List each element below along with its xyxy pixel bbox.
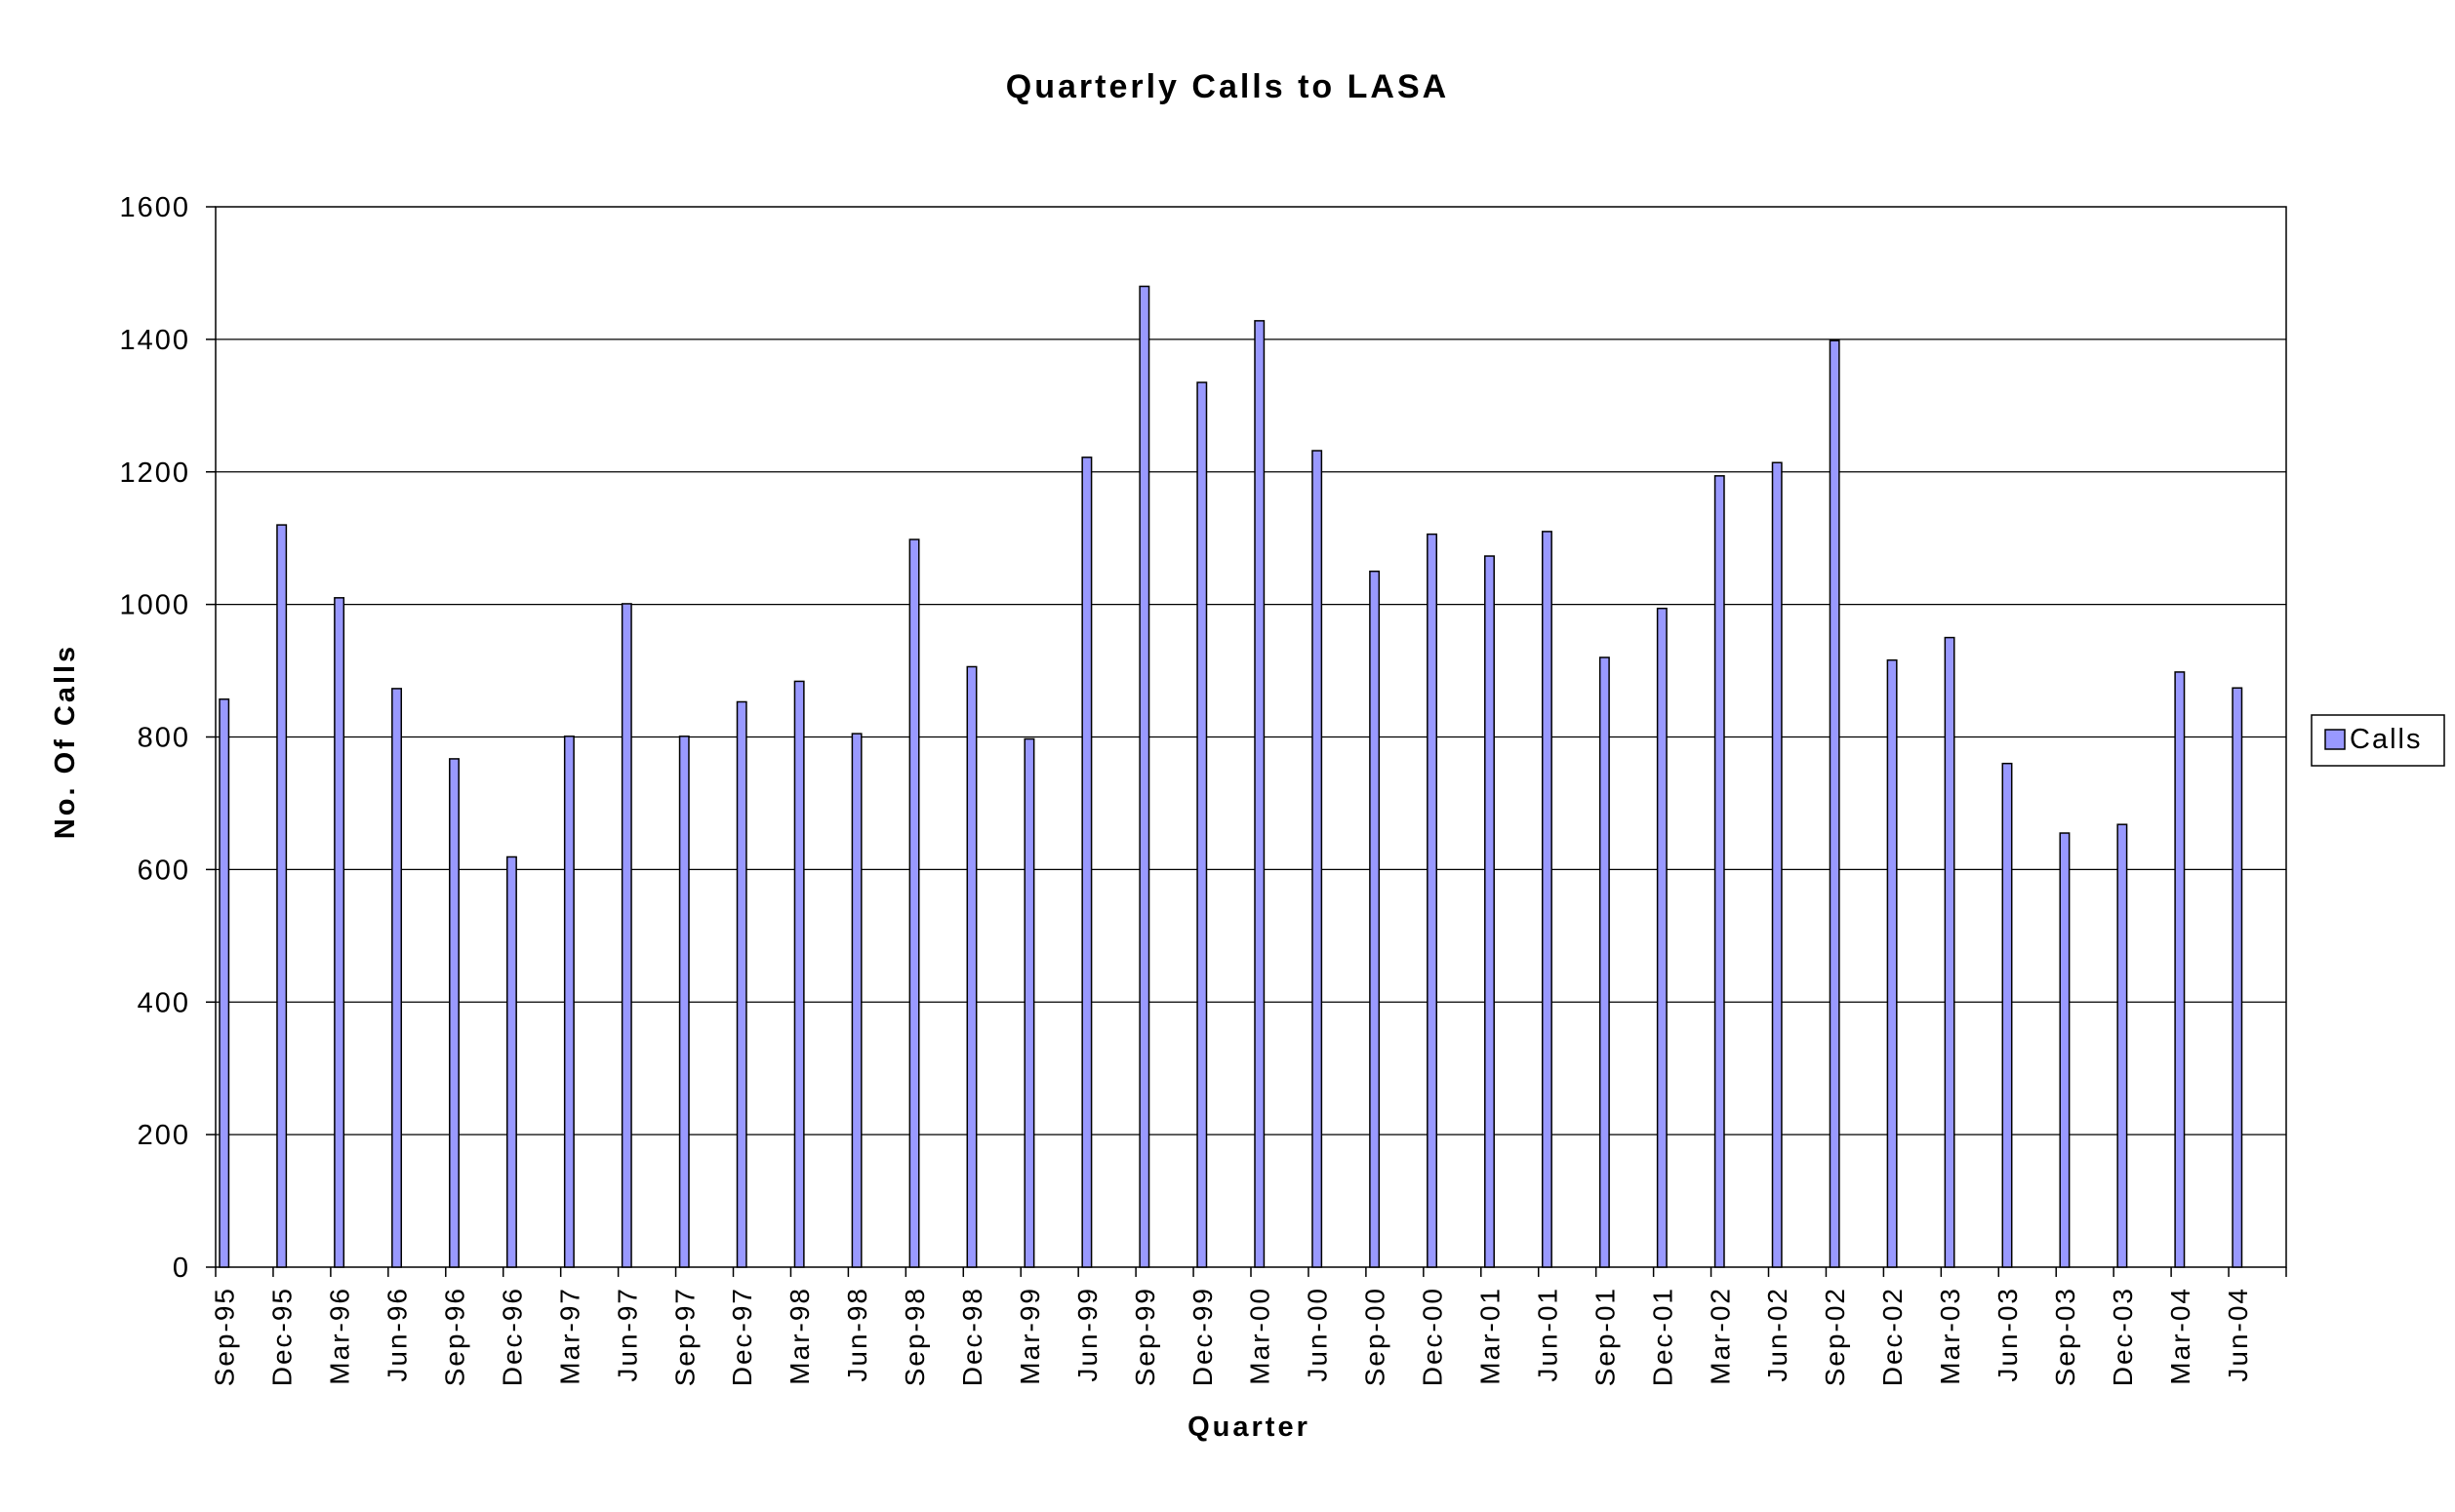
legend-label: Calls xyxy=(2350,724,2422,755)
x-tick-label: Jun-98 xyxy=(842,1287,872,1382)
bar xyxy=(1024,737,1035,1268)
bar xyxy=(2174,671,2186,1268)
bar xyxy=(1541,531,1552,1268)
x-tick-label: Jun-03 xyxy=(1992,1287,2023,1382)
bar xyxy=(1254,320,1266,1268)
x-tick-label: Mar-98 xyxy=(785,1287,815,1385)
y-axis-ticks: 0 200 400 600 800 1000 1200 1400 1600 xyxy=(119,192,216,1284)
bar xyxy=(621,603,632,1268)
y-tick-label: 200 xyxy=(138,1120,190,1151)
x-tick-label: Dec-01 xyxy=(1647,1287,1677,1386)
bar xyxy=(449,758,460,1268)
x-tick-label: Mar-00 xyxy=(1245,1287,1275,1385)
x-tick-label: Dec-99 xyxy=(1187,1287,1218,1386)
x-tick-label: Sep-00 xyxy=(1360,1287,1390,1386)
x-tick-label: Dec-03 xyxy=(2108,1287,2138,1386)
x-tick-label: Sep-96 xyxy=(439,1287,469,1386)
chart-title: Quarterly Calls to LASA xyxy=(1006,68,1449,105)
x-tick-label: Sep-99 xyxy=(1130,1287,1160,1386)
bar xyxy=(2059,832,2071,1268)
bar xyxy=(2232,687,2243,1268)
legend-swatch xyxy=(2324,729,2346,750)
x-tick-label: Jun-01 xyxy=(1532,1287,1562,1382)
bar xyxy=(1311,450,1323,1268)
x-tick-label: Mar-01 xyxy=(1474,1287,1505,1385)
bar xyxy=(563,736,575,1268)
x-tick-label: Mar-99 xyxy=(1015,1287,1045,1385)
y-tick-label: 600 xyxy=(138,855,190,886)
x-tick-label: Dec-95 xyxy=(267,1287,298,1386)
x-tick-label: Mar-03 xyxy=(1935,1287,1965,1385)
bar xyxy=(1598,657,1610,1268)
gridlines xyxy=(216,338,2286,1135)
bar xyxy=(1829,339,1840,1268)
x-tick-label: Sep-02 xyxy=(1820,1287,1850,1386)
bar xyxy=(391,688,403,1268)
bar xyxy=(219,698,230,1268)
bar xyxy=(908,538,920,1268)
bar xyxy=(1139,285,1150,1268)
bar xyxy=(678,736,690,1268)
bar xyxy=(793,680,805,1268)
bar xyxy=(1196,381,1208,1268)
bar xyxy=(334,597,345,1268)
bar xyxy=(1484,555,1495,1268)
bar xyxy=(966,665,978,1268)
x-tick-label: Dec-00 xyxy=(1418,1287,1448,1386)
bar xyxy=(1771,461,1783,1268)
bar xyxy=(2116,823,2128,1268)
x-tick-label: Mar-97 xyxy=(554,1287,584,1385)
bar xyxy=(1944,636,1955,1268)
y-tick-label: 1000 xyxy=(119,590,190,621)
bars xyxy=(219,285,2243,1268)
bar xyxy=(851,733,863,1268)
bar xyxy=(1886,658,1898,1268)
y-tick-label: 800 xyxy=(138,723,190,754)
bar xyxy=(276,524,288,1268)
x-tick-label: Jun-00 xyxy=(1303,1287,1333,1382)
y-tick-label: 1400 xyxy=(119,325,190,356)
bar xyxy=(1369,570,1381,1268)
bar xyxy=(2001,762,2013,1268)
bar xyxy=(1081,457,1093,1268)
y-tick-label: 0 xyxy=(173,1253,190,1284)
x-tick-label: Sep-03 xyxy=(2050,1287,2080,1386)
x-axis-ticks: Sep-95 Dec-95 Mar-96 Jun-96 Sep-96 Dec-96 Mar-… xyxy=(210,1267,2287,1386)
x-tick-label: Mar-96 xyxy=(325,1287,355,1385)
x-tick-label: Jun-04 xyxy=(2223,1287,2253,1382)
y-tick-label: 1200 xyxy=(119,458,190,489)
bar xyxy=(1713,475,1725,1268)
x-tick-label: Sep-98 xyxy=(900,1287,930,1386)
x-tick-label: Jun-02 xyxy=(1762,1287,1792,1382)
legend: Calls xyxy=(2311,714,2445,767)
x-axis-title: Quarter xyxy=(1187,1412,1310,1443)
bar xyxy=(736,700,747,1268)
x-tick-label: Mar-02 xyxy=(1705,1287,1735,1385)
x-tick-label: Sep-01 xyxy=(1590,1287,1620,1386)
x-tick-label: Dec-02 xyxy=(1877,1287,1908,1386)
x-tick-label: Sep-95 xyxy=(210,1287,240,1386)
bar xyxy=(505,855,517,1268)
x-tick-label: Dec-98 xyxy=(957,1287,987,1386)
x-tick-label: Dec-97 xyxy=(727,1287,757,1386)
y-axis-title: No. Of Calls xyxy=(50,644,81,839)
y-tick-label: 400 xyxy=(138,987,190,1018)
bar xyxy=(1427,533,1438,1268)
x-tick-label: Jun-99 xyxy=(1072,1287,1103,1382)
bar xyxy=(1656,607,1668,1268)
x-tick-label: Jun-97 xyxy=(612,1287,642,1382)
x-tick-label: Mar-04 xyxy=(2165,1287,2195,1385)
x-tick-label: Sep-97 xyxy=(669,1287,700,1386)
y-tick-label: 1600 xyxy=(119,192,190,223)
x-tick-label: Jun-96 xyxy=(382,1287,413,1382)
x-tick-label: Dec-96 xyxy=(497,1287,527,1386)
